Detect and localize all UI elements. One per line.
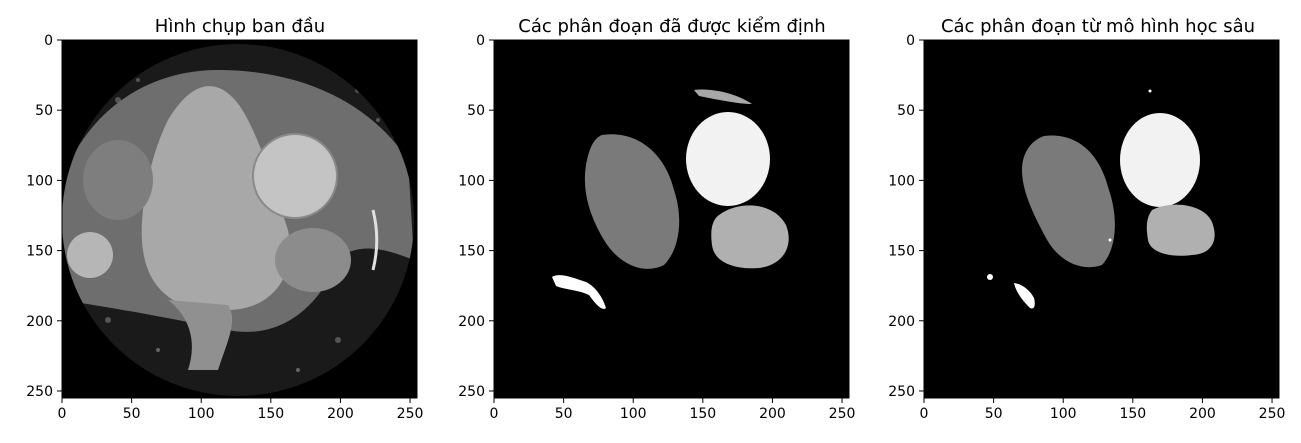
x-tick-label: 200 [327,406,354,422]
x-tick-label: 200 [1189,406,1216,422]
panel-title: Các phân đoạn từ mô hình học sâu [941,16,1255,37]
y-tick-label: 250 [26,384,53,400]
panel-ground-truth: Các phân đoạn đã được kiểm định [493,16,850,399]
y-tick-label: 200 [458,314,485,330]
x-tick-label: 0 [58,406,67,422]
y-tick-label: 250 [888,384,915,400]
x-tick-label: 50 [985,406,1003,422]
x-tick-label: 250 [397,406,424,422]
segmentation-model-image [923,39,1280,399]
panel-title: Hình chụp ban đầu [155,16,325,37]
y-tick-label: 0 [906,33,915,49]
x-tick-label: 50 [555,406,573,422]
y-tick-label: 150 [26,244,53,260]
panel-original: Hình chụp ban đầu [61,16,418,399]
y-tick-label: 150 [458,244,485,260]
x-tick-label: 100 [620,406,647,422]
y-tick-label: 200 [888,314,915,330]
y-tick-label: 100 [26,173,53,189]
x-tick-label: 150 [257,406,284,422]
segmentation-ground-truth-image [493,39,850,399]
x-tick-label: 100 [1050,406,1077,422]
x-tick-label: 250 [1259,406,1286,422]
x-tick-label: 150 [689,406,716,422]
x-tick-label: 200 [759,406,786,422]
ct-scan-image [61,39,418,399]
x-tick-label: 0 [490,406,499,422]
panel-title: Các phân đoạn đã được kiểm định [518,16,825,37]
y-tick-label: 50 [35,103,53,119]
y-tick-label: 0 [44,33,53,49]
x-tick-label: 250 [829,406,856,422]
x-tick-label: 100 [188,406,215,422]
y-tick-label: 150 [888,244,915,260]
y-tick-label: 50 [897,103,915,119]
y-tick-label: 200 [26,314,53,330]
axes: 0 50 100 150 200 250 0 50 100 150 200 250 0 50 100 150 2… [26,33,1285,422]
x-tick-label: 150 [1119,406,1146,422]
y-tick-label: 0 [476,33,485,49]
y-tick-label: 50 [467,103,485,119]
x-tick-label: 50 [123,406,141,422]
panel-model: Các phân đoạn từ mô hình học sâu [923,16,1280,399]
y-tick-label: 100 [458,173,485,189]
x-tick-label: 0 [920,406,929,422]
y-tick-label: 250 [458,384,485,400]
y-tick-label: 100 [888,173,915,189]
